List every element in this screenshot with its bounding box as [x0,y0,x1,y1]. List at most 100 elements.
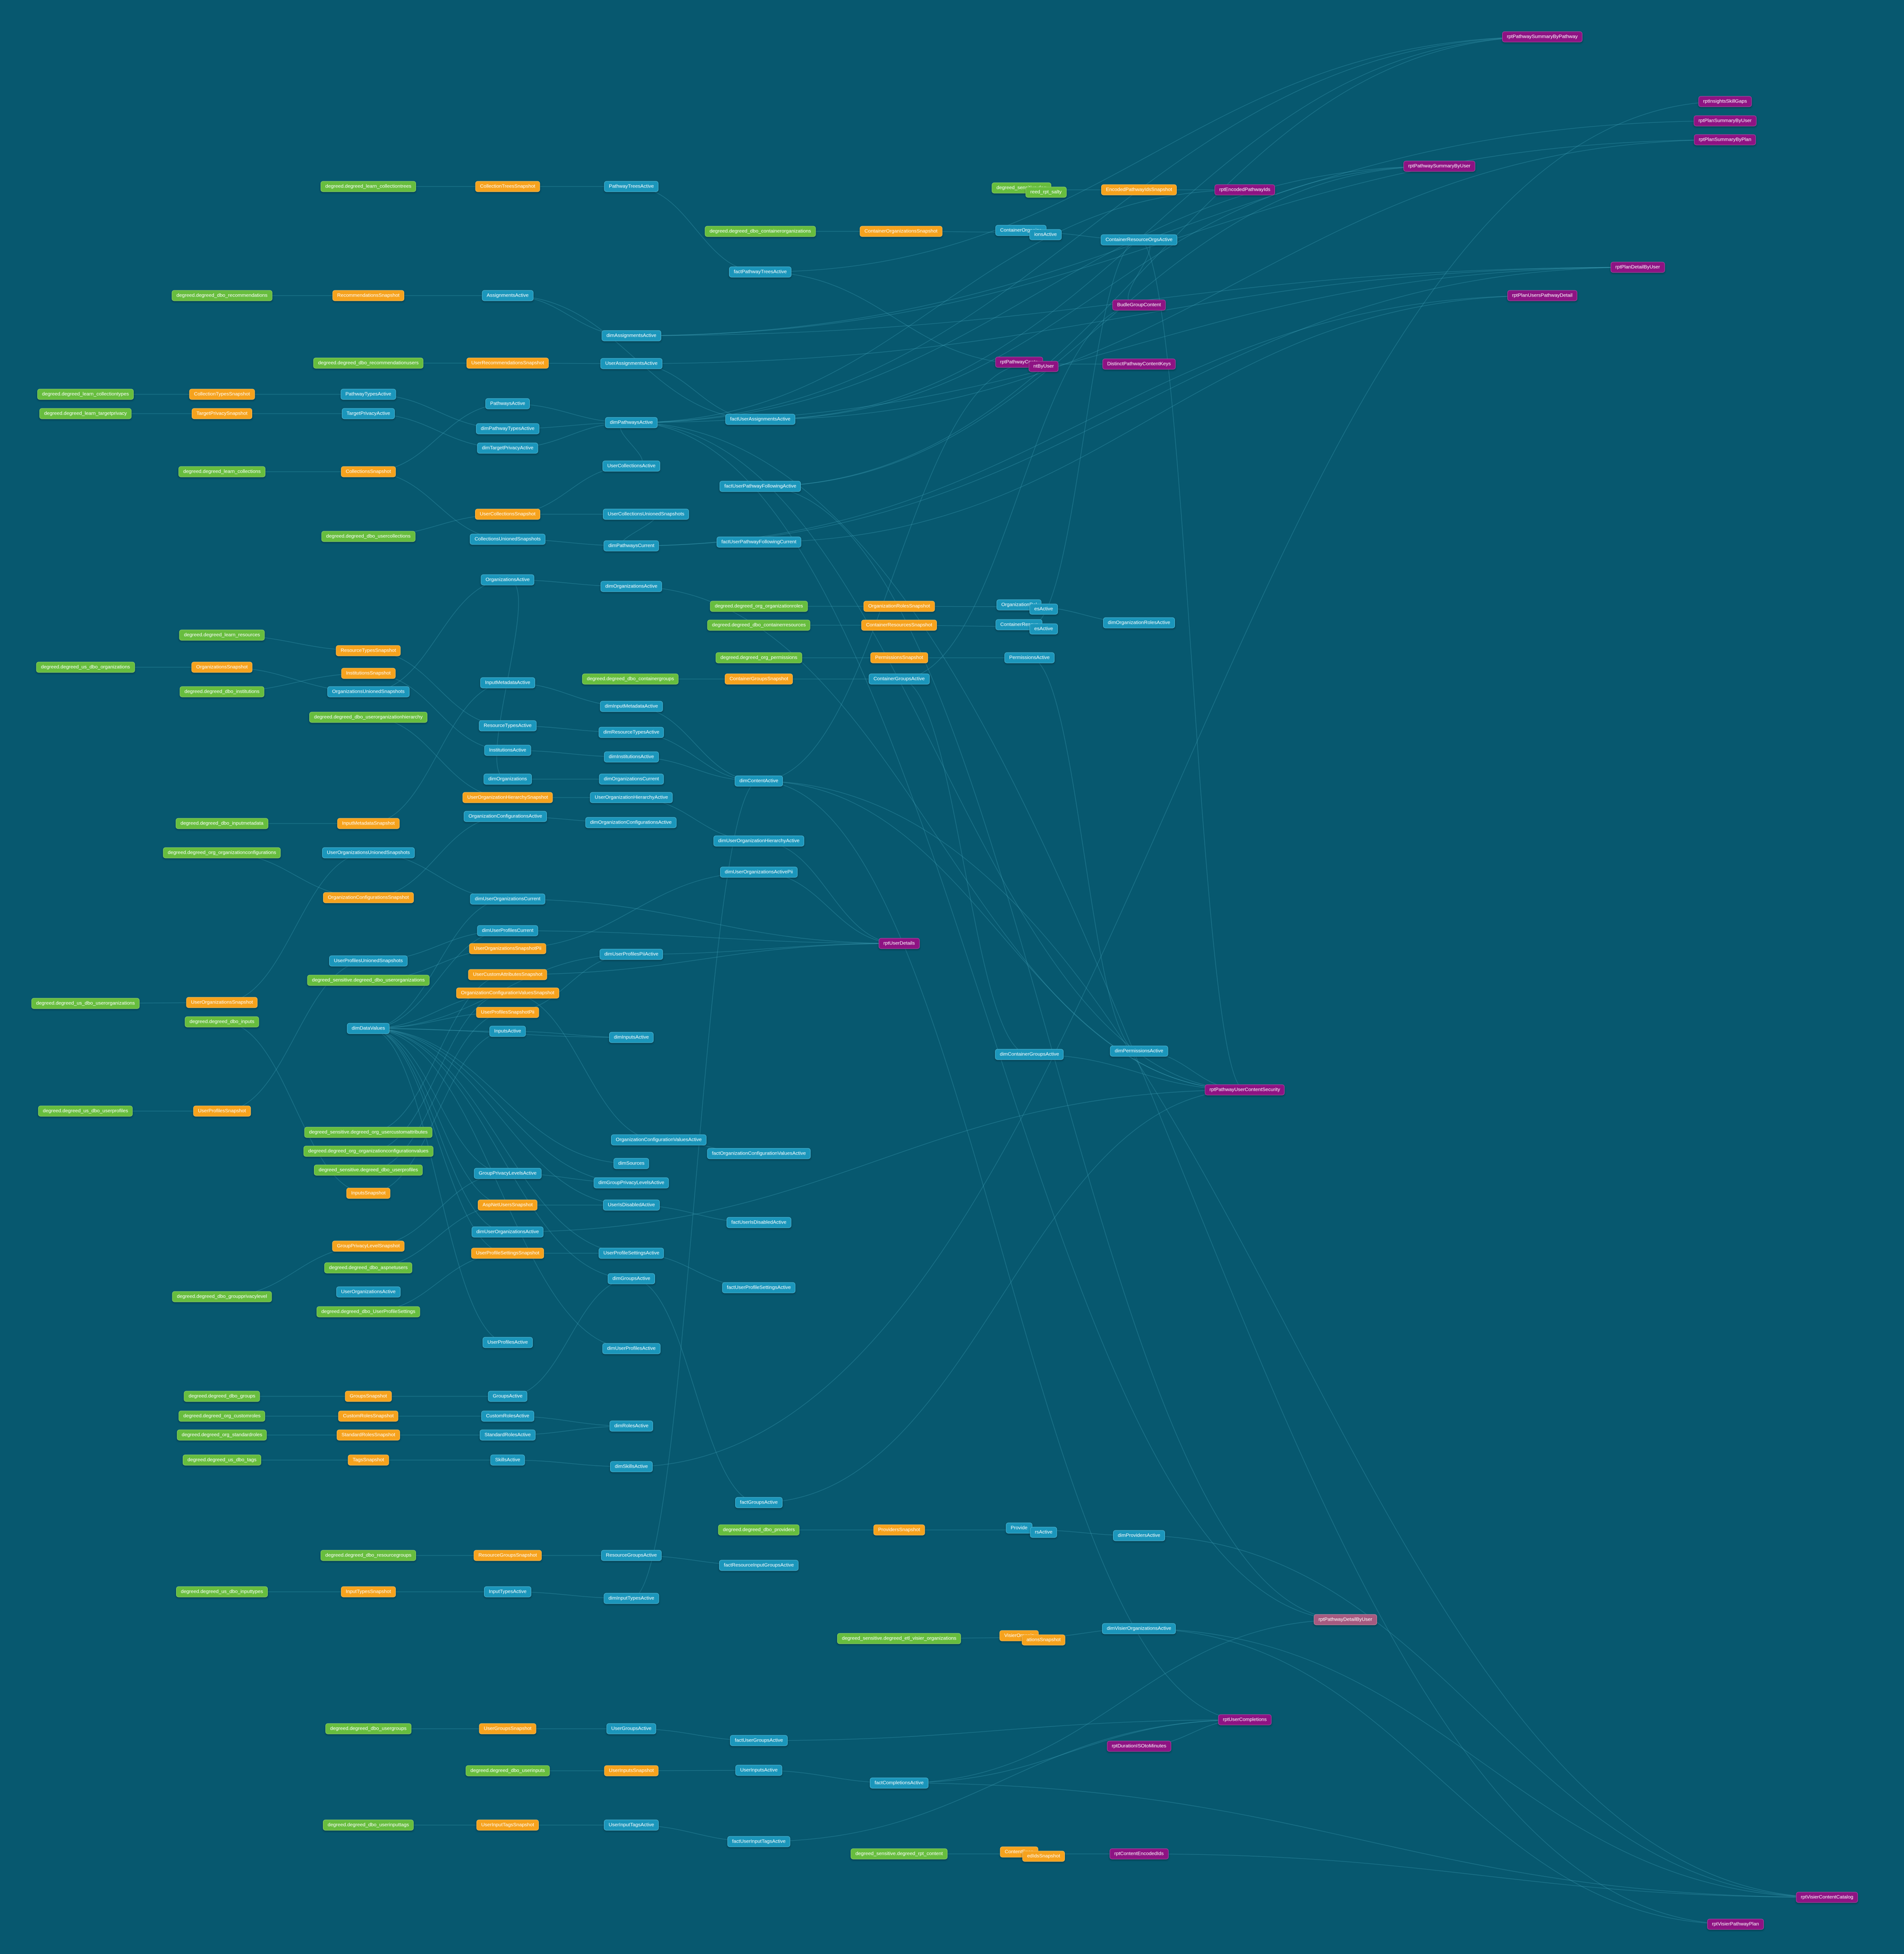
node-UserProfilesSnapshot[interactable]: UserProfilesSnapshot [193,1105,251,1117]
node-OrganizationsActive[interactable]: OrganizationsActive [481,574,535,586]
node-dimUserProfilesCurrent[interactable]: dimUserProfilesCurrent [477,925,538,936]
node-degreed_sensitive.degreed_dbo_userprofiles[interactable]: degreed_sensitive.degreed_dbo_userprofil… [314,1164,423,1176]
node-UserOrganizationHierarchyActive[interactable]: UserOrganizationHierarchyActive [590,792,673,803]
node-InputTypesActive[interactable]: InputTypesActive [484,1586,531,1597]
node-degreed.degreed_dbo_containerorganizations[interactable]: degreed.degreed_dbo_containerorganizatio… [705,226,816,237]
node-rptVisierContentCatalog[interactable]: rptVisierContentCatalog [1796,1892,1858,1903]
node-rptPathwaySummaryByUser[interactable]: rptPathwaySummaryByUser [1403,161,1475,172]
node-ContainerGroupsSnapshot[interactable]: ContainerGroupsSnapshot [724,673,793,685]
node-dimGroupsActive[interactable]: dimGroupsActive [608,1273,655,1284]
node-dimOrganizations[interactable]: dimOrganizations [484,773,532,785]
node-dimSkillsActive[interactable]: dimSkillsActive [610,1461,653,1472]
node-degreed.degreed_dbo_containergroups[interactable]: degreed.degreed_dbo_containergroups [582,673,679,685]
node-dimTargetPrivacyActive[interactable]: dimTargetPrivacyActive [477,442,538,454]
node-ProvidersActive[interactable]: Provide [1006,1522,1032,1534]
node-CollectionsSnapshot[interactable]: CollectionsSnapshot [341,466,396,477]
node-UserInputsSnapshot[interactable]: UserInputsSnapshot [604,1765,659,1776]
node-ContainerGroupsActive[interactable]: ContainerGroupsActive [868,673,930,685]
node-dimUserOrganizationsActive[interactable]: dimUserOrganizationsActive [471,1226,544,1238]
node-dimOrganizationRolesActive[interactable]: dimOrganizationRolesActive [1103,617,1175,629]
node-UserCollectionsUnionedSnapshots[interactable]: UserCollectionsUnionedSnapshots [603,509,689,520]
node-dimUserOrganizationHierarchyActive[interactable]: dimUserOrganizationHierarchyActive [713,835,805,847]
node-CollectionsUnionedSnapshots[interactable]: CollectionsUnionedSnapshots [469,534,546,545]
node-DistinctPathwayContentKeys[interactable]: DistinctPathwayContentKeys [1102,358,1176,370]
node-UserRecommendationsSnapshot[interactable]: UserRecommendationsSnapshot [466,357,549,369]
node-InputsActive[interactable]: InputsActive [489,1026,526,1037]
node-degreed.degreed_dbo_UserProfileSettings[interactable]: degreed.degreed_dbo_UserProfileSettings [316,1306,420,1317]
node-degreed.degreed_learn_targetprivacy[interactable]: degreed.degreed_learn_targetprivacy [39,408,132,419]
node-SkillsActive[interactable]: SkillsActive [490,1454,525,1466]
node-rptContentEncodedIds[interactable]: rptContentEncodedIds [1109,1848,1169,1860]
node-ResourceGroupsSnapshot[interactable]: ResourceGroupsSnapshot [474,1550,542,1561]
node-degreed.degreed_us_dbo_userprofiles[interactable]: degreed.degreed_us_dbo_userprofiles [38,1105,133,1117]
node-UserOrganizationHierarchySnapshot[interactable]: UserOrganizationHierarchySnapshot [462,792,553,803]
node-factUserPathwayFollowingCurrent[interactable]: factUserPathwayFollowingCurrent [716,536,801,548]
node-rptPathwayUserContentSecurity[interactable]: rptPathwayUserContentSecurity [1205,1084,1285,1096]
node-degreed.degreed_org_organizationconfigurationvalues[interactable]: degreed.degreed_org_organizationconfigur… [303,1146,434,1157]
node-factUserInputTagsActive[interactable]: factUserInputTagsActive [727,1836,790,1847]
node-UserGroupsActive[interactable]: UserGroupsActive [606,1723,656,1734]
node-degreed_sensitive.degreed_rpt_content[interactable]: degreed_sensitive.degreed_rpt_content [850,1848,948,1860]
node-CustomRolesActive[interactable]: CustomRolesActive [481,1410,534,1422]
node-degreed.degreed_dbo_inputmetadata[interactable]: degreed.degreed_dbo_inputmetadata [176,818,268,829]
node-dimUserProfilesPiiActive[interactable]: dimUserProfilesPiiActive [599,949,663,960]
node-dimUserOrganizationsActivePii[interactable]: dimUserOrganizationsActivePii [720,867,798,878]
node-factUserIsDisabledActive[interactable]: factUserIsDisabledActive [726,1217,791,1228]
node-OrganizationConfigurationsActive[interactable]: OrganizationConfigurationsActive [464,811,547,822]
node-ContainerOrganizationsActive[interactable]: ionsActive [1029,229,1062,240]
node-rptDurationISOtoMinutes[interactable]: rptDurationISOtoMinutes [1107,1741,1171,1752]
node-UserInputTagsSnapshot[interactable]: UserInputTagsSnapshot [476,1819,539,1831]
node-degreed_sensitive.degreed_org_usercustomattributes[interactable]: degreed_sensitive.degreed_org_usercustom… [304,1127,433,1138]
node-dimUserOrganizationsCurrent[interactable]: dimUserOrganizationsCurrent [470,893,545,905]
node-degreed.degreed_dbo_groups[interactable]: degreed.degreed_dbo_groups [184,1391,260,1402]
node-InstitutionsActive[interactable]: InstitutionsActive [484,745,531,756]
node-dimInputsActive[interactable]: dimInputsActive [609,1032,654,1043]
node-InputMetadataActive[interactable]: InputMetadataActive [480,677,535,688]
node-dimRolesActive[interactable]: dimRolesActive [609,1420,654,1432]
node-CollectionTreesSnapshot[interactable]: CollectionTreesSnapshot [475,181,540,192]
node-rptPlanUsersPathwayDetail[interactable]: rptPlanUsersPathwayDetail [1507,290,1577,301]
node-GroupsSnapshot[interactable]: GroupsSnapshot [345,1391,392,1402]
node-CustomRolesSnapshot[interactable]: CustomRolesSnapshot [338,1410,399,1422]
node-degreed.degreed_org_organizationconfigurations[interactable]: degreed.degreed_org_organizationconfigur… [163,847,281,858]
node-ProvidersActive[interactable]: rsActive [1030,1527,1057,1538]
node-InstitutionsSnapshot[interactable]: InstitutionsSnapshot [341,668,396,679]
node-rptInsightsSkillGaps[interactable]: rptInsightsSkillGaps [1698,96,1752,107]
node-UserAssignmentsActive[interactable]: UserAssignmentsActive [600,358,663,369]
node-TargetPrivacyActive[interactable]: TargetPrivacyActive [341,408,395,419]
node-OrganizationConfigurationValuesSnapshot[interactable]: OrganizationConfigurationValuesSnapshot [456,987,559,999]
node-dimPermissionsActive[interactable]: dimPermissionsActive [1110,1045,1168,1057]
node-UserProfileSettingsSnapshot[interactable]: UserProfileSettingsSnapshot [471,1248,544,1259]
node-degreed.degreed_dbo_aspnetusers[interactable]: degreed.degreed_dbo_aspnetusers [324,1262,413,1274]
node-degreed.degreed_dbo_inputs[interactable]: degreed.degreed_dbo_inputs [185,1016,259,1028]
node-rptPathwaySummaryByPathway[interactable]: rptPathwaySummaryByPathway [1502,31,1582,42]
node-degreed.degreed_dbo_containerresources[interactable]: degreed.degreed_dbo_containerresources [707,620,811,631]
node-rptVisierPathwayPlan[interactable]: rptVisierPathwayPlan [1707,1919,1764,1930]
node-StandardRolesActive[interactable]: StandardRolesActive [479,1429,536,1441]
node-degreed.degreed_org_standardroles[interactable]: degreed.degreed_org_standardroles [177,1429,267,1441]
node-UserProfilesSnapshotPii[interactable]: UserProfilesSnapshotPii [476,1007,539,1018]
node-dimVisierOrganizationsActive[interactable]: dimVisierOrganizationsActive [1102,1623,1176,1634]
node-dimOrganizationConfigurationsActive[interactable]: dimOrganizationConfigurationsActive [585,817,677,828]
node-factUserAssignmentsActive[interactable]: factUserAssignmentsActive [725,414,795,425]
node-UserIsDisabledActive[interactable]: UserIsDisabledActive [603,1199,660,1211]
node-PathwayTypesActive[interactable]: PathwayTypesActive [340,389,396,400]
node-rptUserDetails[interactable]: rptUserDetails [878,938,920,949]
node-UserOrganizationsSnapshot[interactable]: UserOrganizationsSnapshot [186,997,258,1008]
node-dimOrganizationsActive[interactable]: dimOrganizationsActive [600,581,663,592]
node-ContentEncodedIdsSnapshot[interactable]: edIdsSnapshot [1022,1851,1065,1862]
node-factUserGroupsActive[interactable]: factUserGroupsActive [730,1735,788,1746]
node-degreed_sensitive.degreed_etl_visier_organizations[interactable]: degreed_sensitive.degreed_etl_visier_org… [837,1633,961,1644]
node-PermissionsActive[interactable]: PermissionsActive [1004,652,1054,663]
node-rptUserCompletions[interactable]: rptUserCompletions [1218,1714,1272,1725]
node-StandardRolesSnapshot[interactable]: StandardRolesSnapshot [337,1429,400,1441]
node-InputsSnapshot[interactable]: InputsSnapshot [346,1188,391,1199]
node-ContainerResourcesSnapshot[interactable]: ContainerResourcesSnapshot [861,620,937,631]
node-degreed.degreed_learn_collections[interactable]: degreed.degreed_learn_collections [178,466,266,477]
node-dimUserProfilesActive[interactable]: dimUserProfilesActive [602,1343,661,1354]
node-UserCollectionsActive[interactable]: UserCollectionsActive [602,460,661,472]
node-degreed.degreed_dbo_groupprivacylevel[interactable]: degreed.degreed_dbo_groupprivacylevel [172,1291,272,1302]
node-dimOrganizationsCurrent[interactable]: dimOrganizationsCurrent [599,773,664,785]
node-RecommendationsSnapshot[interactable]: RecommendationsSnapshot [332,290,404,301]
node-degreed.degreed_dbo_institutions[interactable]: degreed.degreed_dbo_institutions [179,686,264,697]
